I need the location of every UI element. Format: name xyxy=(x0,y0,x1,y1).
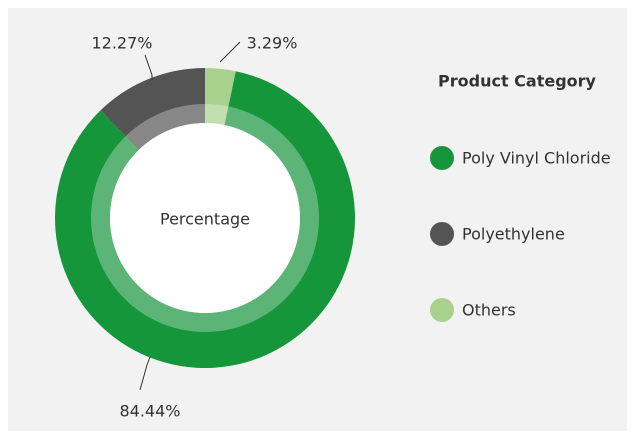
center-label: Percentage xyxy=(160,210,250,229)
legend-label: Others xyxy=(462,301,516,320)
slice xyxy=(100,68,205,150)
legend: Poly Vinyl Chloride Polyethylene Others xyxy=(430,146,611,322)
leader-line xyxy=(219,41,241,63)
data-label: 84.44% xyxy=(119,402,180,421)
legend-swatch xyxy=(430,298,454,322)
slice xyxy=(205,68,236,126)
data-label: 3.29% xyxy=(247,34,298,53)
legend-label: Polyethylene xyxy=(462,225,565,244)
slices xyxy=(55,68,355,369)
legend-title: Product Category xyxy=(438,72,597,91)
slice xyxy=(55,71,355,369)
slice-inner-ring xyxy=(125,104,205,150)
leader-line xyxy=(139,356,151,391)
legend-swatch xyxy=(430,222,454,246)
legend-swatch xyxy=(430,146,454,170)
leader-line xyxy=(144,54,153,80)
legend-label: Poly Vinyl Chloride xyxy=(462,149,611,168)
data-label: 12.27% xyxy=(91,34,152,53)
slice-inner-ring xyxy=(205,104,229,126)
donut-hole xyxy=(110,123,300,313)
